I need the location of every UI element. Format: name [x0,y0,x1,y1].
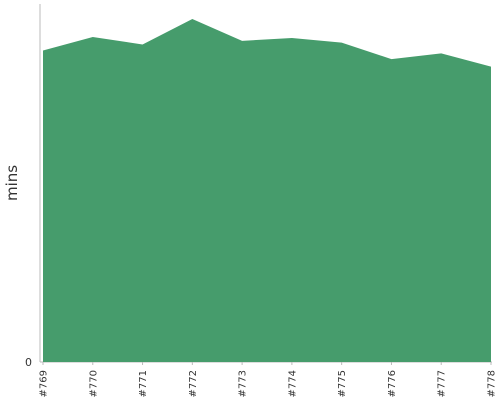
x-tick-labels: #769 #770 #771 #772 #773 #774 #775 #776 #777 #778 [39,362,498,397]
x-tick-label: #774 [287,370,298,397]
x-tick-label: #777 [437,370,448,397]
y-axis-label: mins [3,165,21,201]
x-tick-label: #772 [188,370,199,397]
y-tick-labels: 0 [25,356,32,369]
x-tick-label: #770 [88,370,99,397]
x-tick-label: #775 [337,370,348,397]
x-tick-label: #778 [487,370,498,397]
series-area-0 [43,19,491,362]
series-area-layer [43,19,491,362]
y-tick-label: 0 [25,356,32,369]
x-tick-label: #776 [387,370,398,397]
x-tick-label: #769 [39,370,50,397]
x-tick-label: #773 [238,370,249,397]
x-tick-label: #771 [138,370,149,397]
